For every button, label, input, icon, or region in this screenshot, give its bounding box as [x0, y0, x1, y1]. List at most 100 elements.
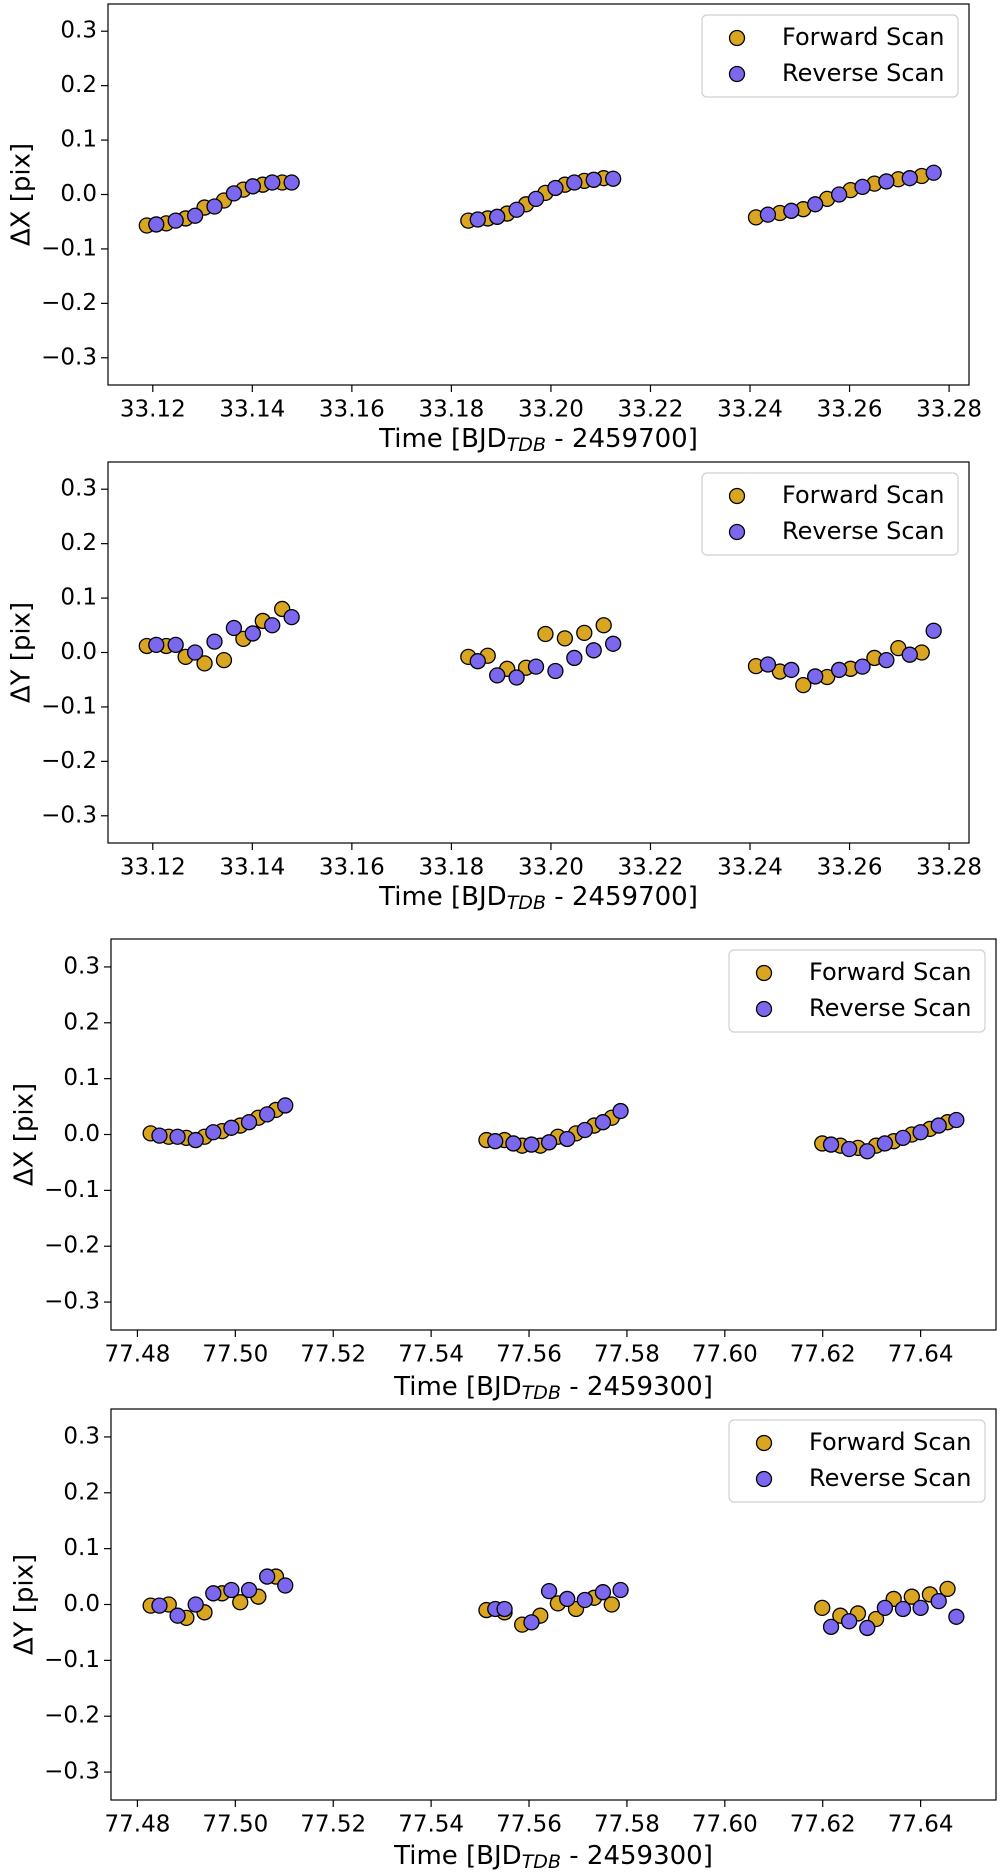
data-point	[566, 174, 583, 191]
y-tick-label: −0.2	[41, 290, 97, 316]
data-point	[876, 1599, 894, 1617]
x-tick-label: 77.64	[888, 1812, 954, 1838]
y-tick-label: 0.2	[63, 1009, 100, 1035]
data-point	[822, 1136, 840, 1153]
legend-marker	[755, 1470, 773, 1488]
data-point	[148, 636, 165, 654]
x-tick-label: 33.14	[219, 397, 285, 423]
data-point	[215, 651, 233, 669]
legend-marker	[728, 65, 746, 83]
subplot: 33.12 33.14 33.16 33.18 33.20 33.22 33.24 33.26…	[7, 3, 982, 456]
data-point	[576, 624, 593, 642]
x-tick-label: 33.24	[717, 855, 783, 881]
data-point	[469, 211, 486, 228]
x-tick-label: 77.60	[692, 1812, 758, 1838]
data-point	[807, 668, 824, 685]
y-tick-label: −0.1	[41, 693, 97, 719]
data-point	[830, 661, 848, 679]
data-point	[508, 669, 525, 686]
y-tick-label: −0.3	[44, 1289, 100, 1315]
x-axis-label-text: Time [BJD	[393, 1841, 522, 1871]
legend-label: Reverse Scan	[782, 59, 944, 87]
axes-frame	[107, 461, 970, 844]
data-point	[523, 1136, 540, 1153]
x-tick-label: 33.20	[518, 397, 584, 423]
data-point	[206, 198, 223, 215]
data-point	[566, 649, 583, 667]
x-axis-label-text: Time [BJD	[378, 424, 507, 454]
legend-marker	[755, 1434, 773, 1452]
data-point	[151, 1597, 168, 1614]
data-point	[841, 1140, 858, 1158]
subplot: 77.48 77.50 77.52 77.54 77.56 77.58 77.60 77.62…	[10, 1408, 997, 1873]
data-point	[264, 174, 281, 191]
legend-marker	[728, 29, 746, 47]
legend-box	[728, 949, 986, 1033]
data-point	[547, 179, 564, 197]
x-axis-label: Time [BJDTDB - 2459300]	[393, 1372, 713, 1404]
legend-label: Reverse Scan	[809, 1464, 971, 1492]
data-point	[595, 617, 612, 634]
data-point	[537, 625, 554, 643]
data-point	[283, 174, 300, 191]
data-point	[939, 1580, 956, 1598]
x-tick-label: 33.26	[817, 397, 883, 423]
legend-label: Forward Scan	[809, 958, 972, 986]
data-point	[759, 206, 777, 223]
data-point	[807, 196, 824, 213]
legend: Forward Scan Reverse Scan	[701, 472, 959, 556]
data-point	[151, 1127, 168, 1144]
x-tick-label: 77.52	[300, 1342, 366, 1368]
data-point	[576, 1591, 593, 1609]
data-point	[925, 164, 942, 181]
legend-label: Reverse Scan	[782, 517, 944, 545]
data-point	[283, 608, 300, 626]
x-tick-label: 77.60	[692, 1342, 758, 1368]
data-point	[901, 646, 918, 663]
y-axis-label: ΔX [pix]	[7, 143, 37, 246]
x-tick-label: 77.48	[105, 1342, 171, 1368]
y-tick-label: −0.1	[44, 1647, 100, 1673]
legend-label: Forward Scan	[782, 23, 945, 51]
data-point	[912, 1124, 929, 1141]
data-point	[469, 653, 486, 670]
data-point	[603, 1596, 620, 1613]
data-point	[148, 216, 165, 233]
data-point	[196, 655, 213, 672]
data-point	[167, 636, 184, 654]
y-tick-label: 0.0	[63, 1591, 100, 1617]
x-tick-label: 77.52	[300, 1812, 366, 1838]
data-point	[205, 1124, 222, 1141]
data-point	[783, 202, 800, 219]
data-point	[206, 633, 223, 650]
y-tick-label: 0.0	[60, 181, 97, 207]
data-point	[585, 642, 602, 659]
data-point	[585, 171, 602, 188]
x-axis-label: Time [BJDTDB - 2459700]	[378, 424, 698, 456]
data-point	[903, 1588, 920, 1605]
data-point	[225, 619, 243, 637]
data-point	[225, 185, 243, 202]
data-point	[925, 622, 942, 639]
y-tick-label: 0.2	[60, 530, 97, 556]
data-point	[223, 1119, 240, 1136]
axes-frame	[107, 3, 970, 386]
x-tick-label: 77.64	[888, 1342, 954, 1368]
legend-marker	[728, 487, 746, 505]
legend-box	[701, 472, 959, 556]
x-tick-label: 77.58	[594, 1342, 660, 1368]
x-tick-label: 77.54	[398, 1342, 464, 1368]
data-point	[187, 1131, 204, 1149]
x-tick-label: 77.58	[594, 1812, 660, 1838]
data-point	[559, 1590, 576, 1608]
data-point	[527, 190, 545, 208]
data-point	[258, 1568, 276, 1585]
data-point	[547, 662, 564, 680]
data-point	[894, 1600, 912, 1618]
x-tick-label: 33.16	[319, 855, 385, 881]
data-point	[496, 1600, 513, 1618]
data-point	[576, 1121, 593, 1139]
x-axis-label-text: Time [BJD	[378, 882, 507, 912]
data-point	[264, 617, 281, 634]
